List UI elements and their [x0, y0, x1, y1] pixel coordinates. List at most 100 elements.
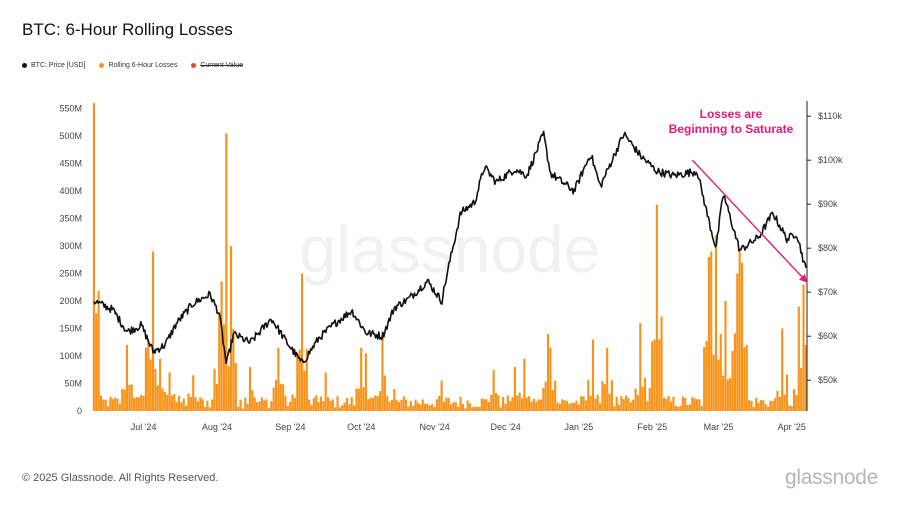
- losses-bar: [736, 273, 739, 411]
- legend-item-losses[interactable]: Rolling 6-Hour Losses: [99, 62, 177, 69]
- losses-bar: [246, 403, 249, 411]
- losses-bar: [395, 399, 398, 411]
- losses-bar: [658, 339, 661, 411]
- legend-current-value-dot: [191, 63, 197, 68]
- losses-bar: [447, 397, 450, 411]
- losses-bar: [331, 399, 334, 411]
- legend-losses-label: Rolling 6-Hour Losses: [108, 62, 178, 69]
- losses-bar: [362, 386, 365, 411]
- losses-bar: [714, 235, 718, 411]
- losses-bar: [752, 407, 755, 411]
- losses-bar: [102, 399, 105, 411]
- losses-bar: [315, 395, 318, 411]
- losses-bar: [300, 273, 304, 411]
- losses-bar: [274, 379, 278, 411]
- losses-bar: [700, 405, 703, 411]
- losses-bar: [580, 396, 583, 411]
- losses-bar: [199, 397, 202, 411]
- losses-bar: [627, 398, 630, 411]
- losses-bar: [596, 394, 599, 411]
- losses-bar: [220, 281, 223, 411]
- losses-bar: [305, 348, 308, 411]
- losses-bar: [137, 397, 140, 411]
- losses-bar: [334, 407, 337, 411]
- losses-bar: [577, 404, 580, 411]
- losses-bar: [279, 384, 282, 411]
- losses-bar: [703, 347, 706, 411]
- losses-bar: [672, 396, 675, 411]
- losses-bar: [771, 401, 774, 411]
- losses-bar: [520, 398, 524, 411]
- losses-bar: [402, 396, 405, 411]
- losses-bar: [125, 345, 129, 411]
- losses-bar: [679, 405, 682, 411]
- right-tick-label: $50k: [818, 375, 838, 385]
- left-tick-label: 300M: [59, 241, 82, 251]
- losses-bar: [343, 402, 346, 411]
- right-tick-label: $110k: [818, 111, 842, 121]
- losses-bar: [222, 324, 226, 411]
- losses-bar: [613, 406, 616, 411]
- losses-bar: [118, 404, 121, 411]
- losses-bar: [289, 401, 292, 411]
- losses-bar: [298, 349, 301, 411]
- losses-bar: [159, 358, 162, 411]
- losses-bar: [530, 401, 533, 411]
- legend-price-dot: [22, 63, 27, 68]
- losses-bar: [617, 404, 621, 411]
- losses-bar: [251, 390, 254, 411]
- losses-bar: [175, 401, 178, 411]
- losses-bar: [485, 399, 488, 411]
- losses-bar: [769, 400, 772, 411]
- losses-bar: [802, 284, 805, 411]
- losses-bar: [107, 406, 110, 411]
- losses-bar: [173, 393, 176, 411]
- losses-bar: [459, 396, 462, 411]
- losses-bar: [535, 401, 538, 411]
- losses-bar: [433, 406, 436, 411]
- losses-bar: [532, 398, 535, 411]
- losses-bar: [691, 397, 694, 411]
- losses-bar: [272, 387, 275, 411]
- losses-bar: [291, 394, 294, 411]
- losses-bar: [608, 393, 611, 411]
- losses-bar: [386, 396, 389, 411]
- losses-bar: [568, 403, 571, 411]
- losses-bar: [518, 392, 521, 411]
- losses-bar: [286, 405, 289, 411]
- legend-item-current-value[interactable]: Current Value: [191, 62, 243, 69]
- losses-bar: [643, 377, 647, 411]
- losses-bar: [686, 404, 689, 411]
- losses-bar: [419, 404, 422, 411]
- losses-bar: [277, 347, 280, 411]
- losses-bar: [130, 384, 133, 411]
- losses-bar: [478, 406, 481, 411]
- legend-item-price[interactable]: BTC: Price [USD]: [22, 62, 85, 69]
- losses-bar: [724, 301, 727, 411]
- losses-bar: [792, 389, 796, 411]
- losses-bar: [454, 402, 457, 411]
- losses-bar: [303, 370, 306, 411]
- losses-bar: [804, 345, 807, 411]
- losses-bar: [599, 403, 602, 411]
- losses-bar: [516, 395, 519, 411]
- losses-bar: [525, 397, 528, 411]
- losses-bar: [551, 389, 554, 411]
- losses-bar: [705, 340, 708, 411]
- losses-bar: [698, 399, 701, 411]
- losses-bar: [409, 401, 412, 411]
- losses-bar: [265, 399, 268, 411]
- losses-bar: [166, 394, 169, 411]
- losses-bar: [140, 395, 143, 411]
- losses-bar: [506, 395, 509, 411]
- losses-bar: [790, 405, 793, 411]
- losses-bar: [636, 394, 639, 411]
- losses-bar: [563, 400, 566, 411]
- losses-bar: [336, 396, 339, 411]
- losses-bar: [641, 386, 644, 411]
- annotation-line-2: Beginning to Saturate: [669, 122, 794, 136]
- losses-bar: [589, 395, 592, 411]
- losses-bar: [296, 353, 299, 411]
- losses-bar: [111, 399, 114, 411]
